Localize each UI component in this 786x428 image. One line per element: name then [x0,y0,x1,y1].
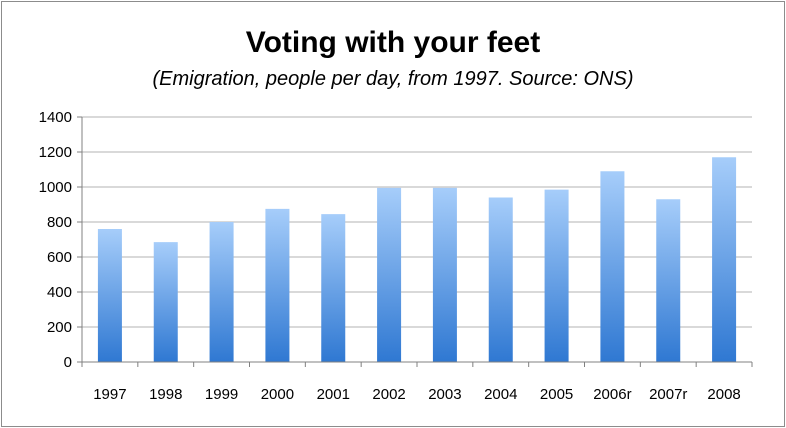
chart-subtitle: (Emigration, people per day, from 1997. … [152,68,634,90]
x-tick-label: 2002 [372,386,405,403]
bar-1999 [209,222,234,362]
x-tick-label: 2006r [593,386,631,403]
y-tick-label: 1400 [39,109,72,126]
y-tick-label: 400 [47,284,72,301]
x-tick-label: 2007r [649,386,687,403]
bar-2002 [377,187,402,362]
x-tick-label: 2000 [261,386,294,403]
bar-1997 [97,229,122,362]
axes [77,116,753,367]
bars [97,157,737,362]
chart-title: Voting with your feet [245,26,541,59]
x-tick-label: 1997 [93,386,126,403]
y-tick-label: 1000 [39,179,72,196]
x-tick-label: 2008 [707,386,740,403]
bar-2004 [488,197,513,362]
x-tick-label: 1999 [205,386,238,403]
y-tick-label: 200 [47,319,72,336]
y-tick-label: 600 [47,249,72,266]
y-tick-label: 1200 [39,144,72,161]
bar-2003 [432,187,457,362]
bar-2008 [712,157,737,362]
bar-1998 [153,242,178,362]
gridlines [82,116,752,328]
bar-2001 [321,214,346,362]
bar-2007r [656,199,681,362]
bar-2000 [265,208,290,362]
y-tick-label: 0 [64,354,72,371]
tick-labels: 0 200 400 600 800 1000 1200 1400 1997 1998 1999 200… [39,109,741,403]
y-tick-label: 800 [47,214,72,231]
x-tick-label: 2001 [317,386,350,403]
bar-2005 [544,189,569,362]
x-tick-label: 2003 [428,386,461,403]
bar-2006r [600,171,625,362]
x-tick-label: 2005 [540,386,573,403]
x-tick-label: 1998 [149,386,182,403]
x-tick-label: 2004 [484,386,517,403]
